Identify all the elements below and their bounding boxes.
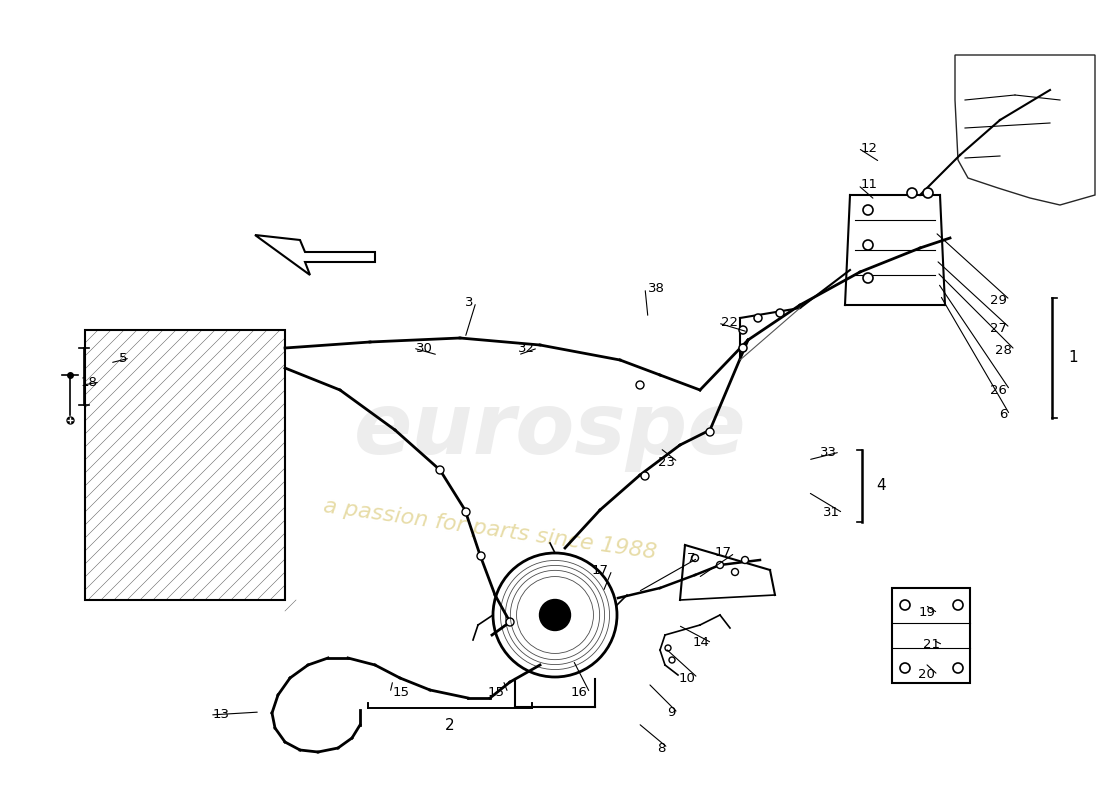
Circle shape [754,314,762,322]
Text: 14: 14 [692,637,710,650]
Text: 5: 5 [119,351,126,365]
Text: 30: 30 [416,342,433,354]
Text: 4: 4 [876,478,886,494]
Circle shape [539,599,571,630]
Circle shape [732,569,738,575]
Circle shape [506,618,514,626]
Text: 8: 8 [657,742,665,754]
Text: a passion for parts since 1988: a passion for parts since 1988 [322,497,658,563]
Text: 38: 38 [648,282,664,294]
Circle shape [692,554,698,562]
Text: 18: 18 [80,375,97,389]
Circle shape [666,645,671,651]
Circle shape [908,188,917,198]
Text: 12: 12 [861,142,878,154]
Bar [85,330,285,600]
Text: 33: 33 [820,446,837,458]
Circle shape [900,663,910,673]
Text: 6: 6 [999,409,1007,422]
Circle shape [477,552,485,560]
Text: 15: 15 [488,686,505,699]
Circle shape [436,466,444,474]
Text: 17: 17 [715,546,732,559]
Circle shape [739,326,747,334]
Circle shape [739,344,747,352]
Circle shape [900,600,910,610]
Text: 1: 1 [1068,350,1078,366]
Circle shape [864,273,873,283]
Text: 19: 19 [918,606,935,619]
Text: eurospe: eurospe [354,389,746,471]
Text: 22: 22 [720,317,738,330]
Text: 23: 23 [658,455,675,469]
Text: 7: 7 [686,551,695,565]
Text: 20: 20 [918,669,935,682]
Text: 26: 26 [990,383,1006,397]
Circle shape [669,657,675,663]
Circle shape [462,508,470,516]
Circle shape [706,428,714,436]
Text: 11: 11 [861,178,878,191]
Text: 3: 3 [464,295,473,309]
Text: 13: 13 [213,709,230,722]
Text: 10: 10 [678,671,695,685]
Text: 28: 28 [996,343,1012,357]
Circle shape [641,472,649,480]
Text: 32: 32 [518,342,535,354]
Circle shape [636,381,644,389]
Text: 15: 15 [393,686,410,699]
Bar [892,588,970,683]
Circle shape [864,205,873,215]
Circle shape [716,562,724,569]
Circle shape [864,240,873,250]
Text: 17: 17 [592,563,609,577]
Text: 9: 9 [667,706,675,719]
Circle shape [776,309,784,317]
Text: 27: 27 [990,322,1006,334]
Text: 21: 21 [923,638,940,651]
Text: 29: 29 [990,294,1006,306]
Circle shape [953,663,962,673]
Circle shape [923,188,933,198]
Text: 2: 2 [446,718,454,733]
Text: 16: 16 [570,686,587,699]
Circle shape [741,557,748,563]
Text: 31: 31 [823,506,840,519]
Circle shape [953,600,962,610]
